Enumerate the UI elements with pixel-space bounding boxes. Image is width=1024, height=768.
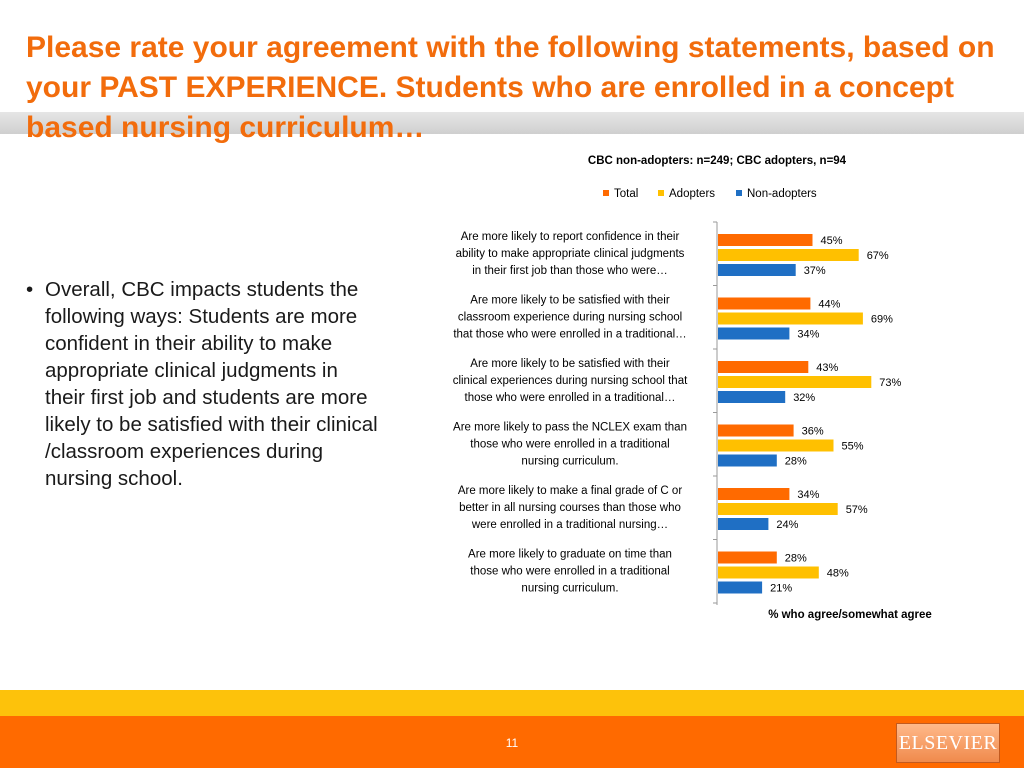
data-label: 32%: [793, 392, 815, 404]
bullet-list: • Overall, CBC impacts students the foll…: [26, 276, 381, 492]
category-label: better in all nursing courses than those…: [459, 502, 681, 514]
category-label: those who were enrolled in a traditional: [470, 439, 669, 451]
data-label: 45%: [821, 235, 843, 247]
data-label: 57%: [846, 504, 868, 516]
legend-swatch: [603, 190, 609, 196]
data-label: 55%: [842, 441, 864, 453]
bar-total: [718, 234, 813, 246]
category-label: classroom experience during nursing scho…: [458, 312, 682, 324]
bar-adopters: [718, 249, 859, 261]
bullet-text: Overall, CBC impacts students the follow…: [45, 278, 378, 490]
category-label: Are more likely to graduate on time than: [468, 549, 672, 561]
bar-non-adopters: [718, 391, 786, 403]
data-label: 37%: [804, 265, 826, 277]
bullet-dot-icon: •: [26, 278, 34, 301]
bar-total: [718, 551, 777, 564]
category-label: Are more likely to be satisfied with the…: [470, 295, 670, 307]
data-label: 43%: [816, 362, 838, 374]
data-label: 73%: [879, 377, 901, 389]
bullet-item: • Overall, CBC impacts students the foll…: [26, 276, 381, 492]
legend-swatch: [736, 190, 742, 196]
legend-label: Adopters: [669, 188, 715, 200]
elsevier-logo: ELSEVIER: [896, 723, 1000, 763]
bar-adopters: [718, 312, 863, 325]
bar-adopters: [718, 439, 834, 452]
data-label: 28%: [785, 553, 807, 565]
logo-text: ELSEVIER: [898, 731, 998, 754]
bar-adopters: [718, 503, 838, 515]
data-label: 36%: [802, 426, 824, 438]
data-label: 48%: [827, 568, 849, 580]
category-label: ability to make appropriate clinical jud…: [456, 248, 685, 260]
bar-total: [718, 361, 809, 373]
bar-chart: CBC non-adopters: n=249; CBC adopters, n…: [453, 155, 932, 621]
bar-non-adopters: [718, 454, 777, 467]
data-label: 34%: [797, 489, 819, 501]
chart-subtitle: CBC non-adopters: n=249; CBC adopters, n…: [588, 155, 847, 167]
legend-label: Total: [614, 188, 638, 200]
data-label: 34%: [797, 329, 819, 341]
data-label: 28%: [785, 456, 807, 468]
category-label: Are more likely to report confidence in …: [461, 231, 680, 243]
category-label: nursing curriculum.: [521, 583, 618, 595]
legend-label: Non-adopters: [747, 188, 817, 200]
category-label: those who were enrolled in a traditional: [470, 566, 669, 578]
category-label: in their first job than those who were…: [472, 265, 668, 277]
bar-adopters: [718, 376, 872, 388]
category-label: clinical experiences during nursing scho…: [453, 375, 688, 387]
category-label: Are more likely to be satisfied with the…: [470, 358, 670, 370]
data-label: 21%: [770, 583, 792, 595]
category-label: Are more likely to pass the NCLEX exam t…: [453, 422, 687, 434]
slide-title: Please rate your agreement with the foll…: [26, 31, 995, 144]
bar-total: [718, 424, 794, 437]
bar-non-adopters: [718, 581, 763, 594]
category-label: nursing curriculum.: [521, 456, 618, 468]
bar-adopters: [718, 566, 819, 579]
bar-non-adopters: [718, 327, 790, 340]
data-label: 44%: [818, 299, 840, 311]
bar-total: [718, 488, 790, 500]
x-axis-label: % who agree/somewhat agree: [768, 609, 932, 621]
category-label: were enrolled in a traditional nursing…: [471, 519, 668, 531]
legend-swatch: [658, 190, 664, 196]
footer-orange-band: [0, 716, 1024, 768]
data-label: 69%: [871, 314, 893, 326]
bar-non-adopters: [718, 518, 769, 530]
page-number: 11: [505, 736, 519, 750]
category-label: that those who were enrolled in a tradit…: [453, 329, 686, 341]
footer-yellow-band: [0, 690, 1024, 716]
header-band: [0, 112, 1024, 134]
data-label: 24%: [776, 519, 798, 531]
category-label: Are more likely to make a final grade of…: [458, 485, 683, 497]
data-label: 67%: [867, 250, 889, 262]
category-label: those who were enrolled in a traditional…: [465, 392, 676, 404]
bar-non-adopters: [718, 264, 796, 276]
bar-total: [718, 297, 811, 310]
